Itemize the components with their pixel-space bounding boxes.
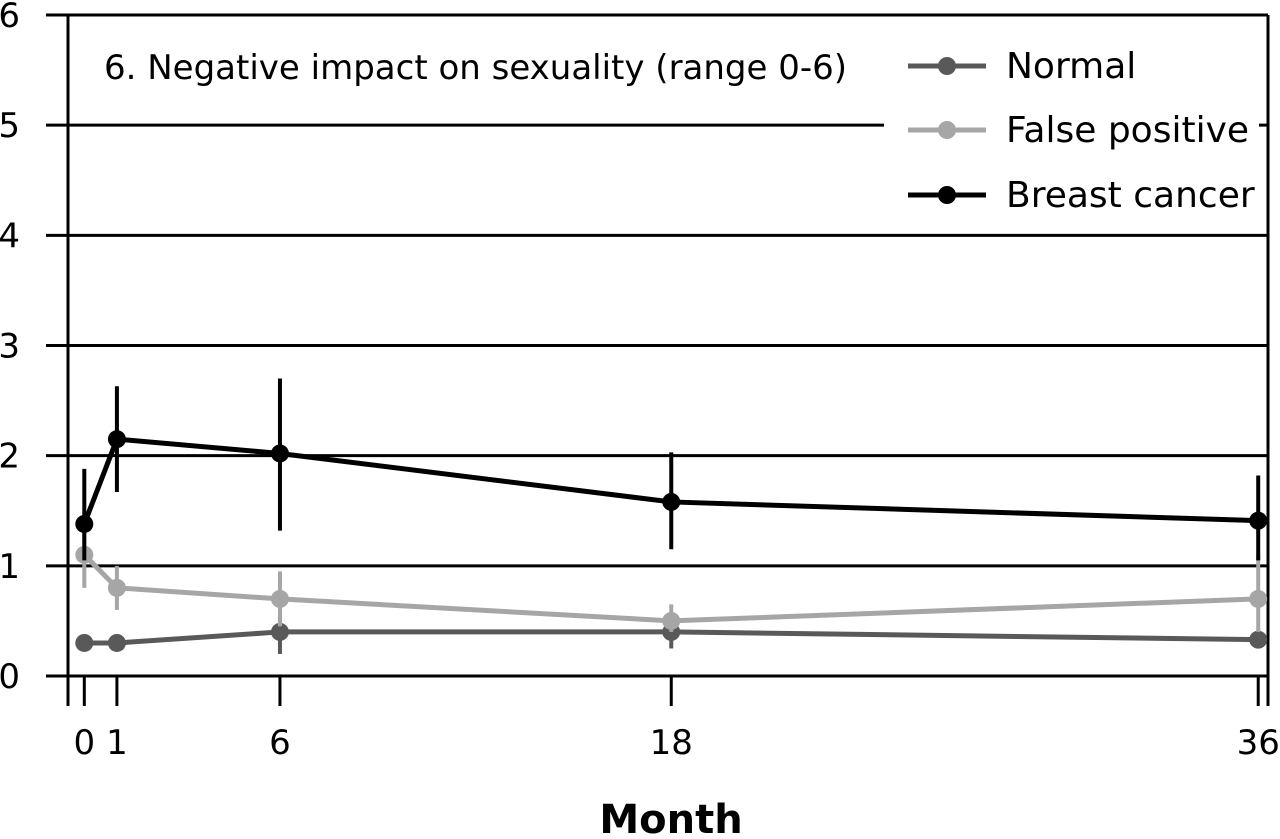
series-0 [75, 615, 1268, 654]
series-2 [75, 378, 1268, 561]
x-tick-label-36: 36 [1237, 723, 1280, 763]
data-point [270, 622, 289, 641]
data-point [1249, 511, 1268, 530]
x-tick-label-1: 1 [106, 723, 128, 763]
data-point [107, 633, 126, 652]
data-point [270, 444, 289, 463]
data-point [107, 430, 126, 449]
y-tick-label-3: 3 [0, 327, 20, 367]
y-tick-label-2: 2 [0, 437, 20, 477]
legend-label-1: False positive [1006, 110, 1249, 151]
legend-marker-2 [938, 186, 956, 204]
data-point [270, 589, 289, 608]
x-tick-labels: 0 1 6 18 36 [73, 723, 1279, 763]
legend-label-2: Breast cancer [1006, 175, 1255, 216]
gridlines [68, 123, 1268, 568]
axes [46, 13, 1270, 706]
data-point [662, 492, 681, 511]
data-point [75, 514, 94, 533]
x-tick-label-18: 18 [650, 723, 693, 763]
y-tick-labels: 0 1 2 3 4 5 6 [0, 0, 20, 697]
legend-marker-0 [938, 57, 956, 75]
y-tick-label-6: 6 [0, 0, 20, 36]
series-layer [75, 378, 1268, 654]
data-point [75, 633, 94, 652]
legend: Normal False positive Breast cancer [884, 40, 1259, 230]
legend-label-0: Normal [1006, 46, 1136, 87]
x-tick-label-0: 0 [73, 723, 95, 763]
x-axis-title: Month [599, 797, 742, 839]
data-point [1249, 589, 1268, 608]
data-point [662, 611, 681, 630]
chart-title: 6. Negative impact on sexuality (range 0… [104, 48, 847, 88]
data-point [107, 578, 126, 597]
data-point [1249, 630, 1268, 649]
title-background [90, 40, 890, 92]
y-tick-label-4: 4 [0, 216, 20, 256]
y-tick-label-5: 5 [0, 106, 20, 146]
x-tick-label-6: 6 [269, 723, 291, 763]
y-tick-label-0: 0 [0, 657, 20, 697]
y-tick-label-1: 1 [0, 547, 20, 587]
legend-marker-1 [938, 121, 956, 139]
